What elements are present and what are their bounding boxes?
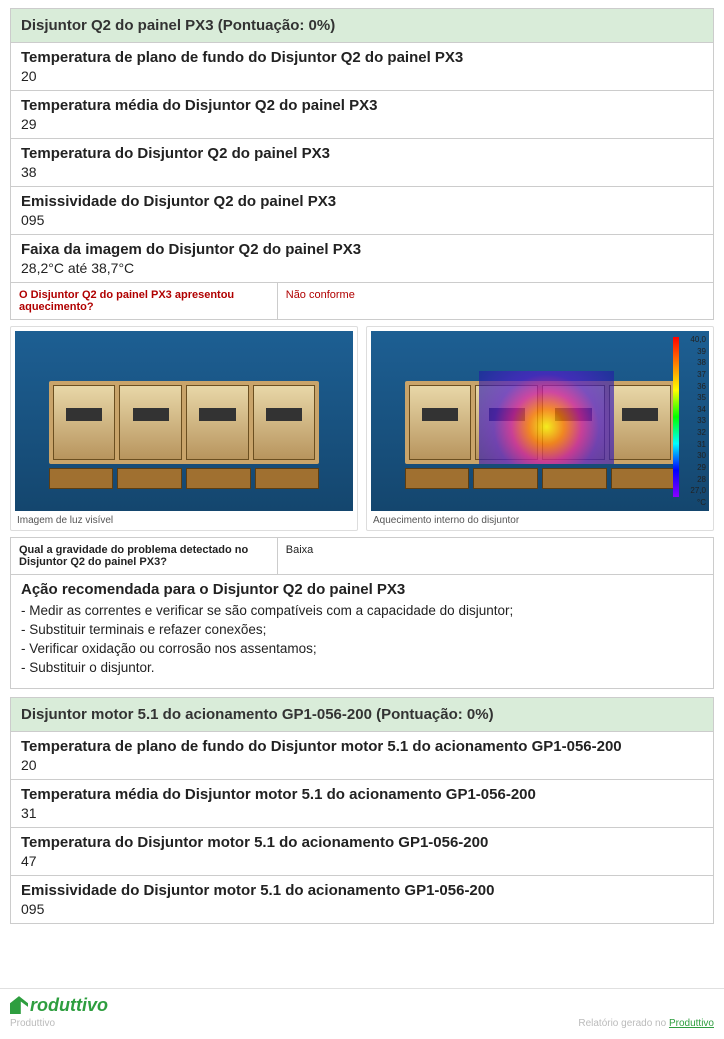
field-value: 28,2°C até 38,7°C [21,260,703,276]
field-title: Temperatura de plano de fundo do Disjunt… [21,49,703,66]
scale-tick: 27,0 [690,486,707,495]
scale-tick: 33 [697,416,707,425]
field-value: 20 [21,68,703,84]
scale-tick: 31 [697,440,707,449]
field-title: Emissividade do Disjuntor Q2 do painel P… [21,193,703,210]
field-value: 31 [21,805,703,821]
field-value: 20 [21,757,703,773]
action-title: Ação recomendada para o Disjuntor Q2 do … [21,581,703,598]
footer-sub: Produttivo [10,1018,108,1029]
field-value: 29 [21,116,703,132]
question-answer: Não conforme [278,283,713,319]
scale-tick: 38 [697,358,707,367]
footer-left: roduttivo Produttivo [10,995,108,1029]
field-title: Emissividade do Disjuntor motor 5.1 do a… [21,882,703,899]
field-block: Temperatura de plano de fundo do Disjunt… [10,732,714,780]
scale-tick: 30 [697,451,707,460]
question-label: O Disjuntor Q2 do painel PX3 apresentou … [11,283,278,319]
scale-tick: 36 [697,382,707,391]
field-value: 095 [21,212,703,228]
field-title: Temperatura do Disjuntor motor 5.1 do ac… [21,834,703,851]
thermal-scale: 40,0 39 38 37 36 35 34 33 32 31 30 29 28… [673,335,707,507]
brand-name: roduttivo [30,995,108,1016]
field-title: Temperatura média do Disjuntor Q2 do pai… [21,97,703,114]
footer-right: Relatório gerado no Produttivo [578,1018,714,1029]
scale-tick: 29 [697,463,707,472]
field-title: Faixa da imagem do Disjuntor Q2 do paine… [21,241,703,258]
field-block: Temperatura média do Disjuntor motor 5.1… [10,780,714,828]
footer-text: Relatório gerado no [578,1018,669,1029]
action-line: - Substituir o disjuntor. [21,659,703,678]
question-row-heating: O Disjuntor Q2 do painel PX3 apresentou … [10,283,714,320]
footer-link[interactable]: Produttivo [669,1018,714,1029]
scale-tick: 40,0 [690,335,707,344]
field-block: Faixa da imagem do Disjuntor Q2 do paine… [10,235,714,283]
field-block: Temperatura de plano de fundo do Disjunt… [10,43,714,91]
field-title: Temperatura do Disjuntor Q2 do painel PX… [21,145,703,162]
field-value: 095 [21,901,703,917]
scale-tick: 34 [697,405,707,414]
question-label: Qual a gravidade do problema detectado n… [11,538,278,574]
brand-logo: roduttivo [10,995,108,1016]
field-block: Temperatura do Disjuntor motor 5.1 do ac… [10,828,714,876]
thermal-image: 40,0 39 38 37 36 35 34 33 32 31 30 29 28… [371,331,709,511]
image-caption: Imagem de luz visível [15,511,353,526]
field-value: 38 [21,164,703,180]
action-line: - Verificar oxidação ou corrosão nos ass… [21,640,703,659]
section2-header: Disjuntor motor 5.1 do acionamento GP1-0… [10,697,714,732]
field-value: 47 [21,853,703,869]
scale-unit: °C [697,498,707,507]
scale-tick: 37 [697,370,707,379]
scale-tick: 28 [697,475,707,484]
action-line: - Substituir terminais e refazer conexõe… [21,621,703,640]
question-row-severity: Qual a gravidade do problema detectado n… [10,537,714,575]
thermal-overlay [479,371,614,465]
image-row: Imagem de luz visível 40,0 39 38 37 36 3… [10,320,714,537]
action-block: Ação recomendada para o Disjuntor Q2 do … [10,575,714,689]
field-title: Temperatura de plano de fundo do Disjunt… [21,738,703,755]
scale-tick: 35 [697,393,707,402]
question-answer: Baixa [278,538,713,574]
section1-header: Disjuntor Q2 do painel PX3 (Pontuação: 0… [10,8,714,43]
field-block: Emissividade do Disjuntor motor 5.1 do a… [10,876,714,924]
field-block: Temperatura do Disjuntor Q2 do painel PX… [10,139,714,187]
scale-tick: 32 [697,428,707,437]
image-caption: Aquecimento interno do disjuntor [371,511,709,526]
page-footer: roduttivo Produttivo Relatório gerado no… [0,988,724,1039]
field-block: Temperatura média do Disjuntor Q2 do pai… [10,91,714,139]
logo-mark-icon [10,996,28,1014]
field-block: Emissividade do Disjuntor Q2 do painel P… [10,187,714,235]
field-title: Temperatura média do Disjuntor motor 5.1… [21,786,703,803]
image-card-thermal: 40,0 39 38 37 36 35 34 33 32 31 30 29 28… [366,326,714,531]
report-container: Disjuntor Q2 do painel PX3 (Pontuação: 0… [0,0,724,928]
scale-tick: 39 [697,347,707,356]
action-line: - Medir as correntes e verificar se são … [21,602,703,621]
visible-light-image [15,331,353,511]
image-card-visible: Imagem de luz visível [10,326,358,531]
